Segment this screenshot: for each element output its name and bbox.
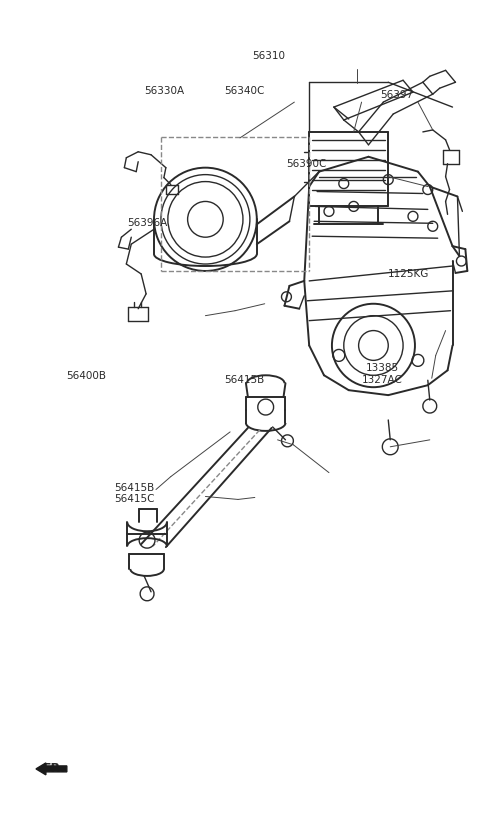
Text: 56397: 56397 bbox=[380, 91, 413, 101]
Text: 56396A: 56396A bbox=[127, 219, 168, 229]
Text: FR.: FR. bbox=[43, 762, 66, 775]
Text: 56390C: 56390C bbox=[286, 159, 326, 169]
Text: 1327AC: 1327AC bbox=[362, 375, 403, 385]
Text: 56330A: 56330A bbox=[144, 87, 184, 97]
Text: 56415C: 56415C bbox=[114, 493, 155, 503]
FancyArrow shape bbox=[36, 763, 67, 775]
Text: 56340C: 56340C bbox=[225, 87, 265, 97]
Text: 56310: 56310 bbox=[252, 52, 285, 62]
Text: 56415B: 56415B bbox=[115, 483, 155, 493]
Text: 1125KG: 1125KG bbox=[388, 269, 429, 279]
Text: 56400B: 56400B bbox=[66, 371, 106, 381]
Text: 13385: 13385 bbox=[366, 363, 399, 373]
Text: 56415B: 56415B bbox=[225, 375, 265, 385]
